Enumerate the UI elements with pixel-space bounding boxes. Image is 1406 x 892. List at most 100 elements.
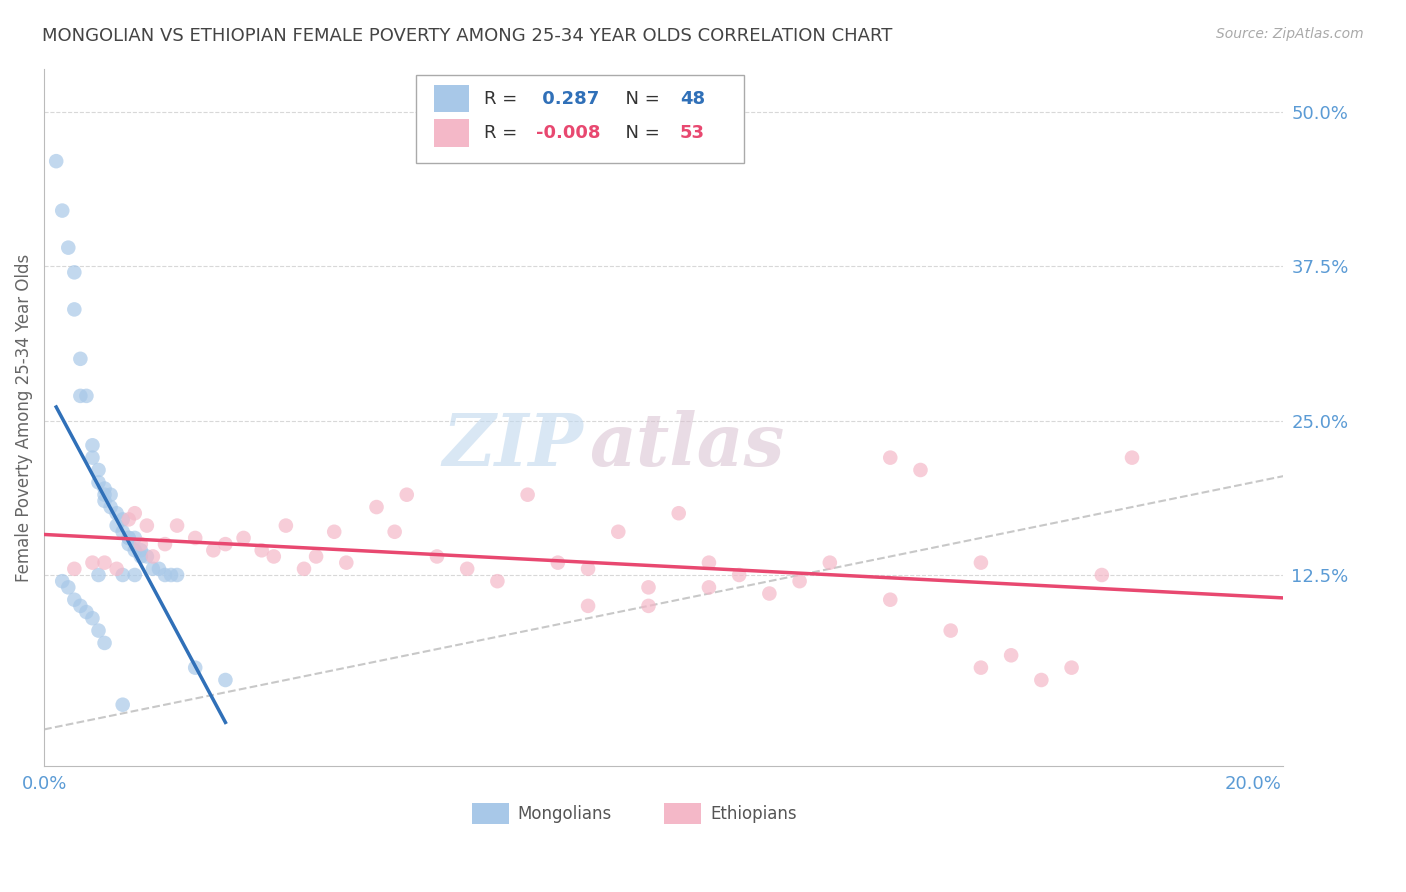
Point [105, 562, 128, 576]
Point [818, 556, 841, 570]
Point [69, 389, 91, 403]
Point [292, 562, 315, 576]
Point [93, 482, 115, 496]
Point [87, 568, 110, 582]
Point [879, 450, 901, 465]
Point [129, 537, 152, 551]
Bar [434, 85, 470, 112]
Point [1091, 568, 1114, 582]
Point [305, 549, 328, 564]
Point [129, 543, 152, 558]
Text: 48: 48 [679, 89, 704, 108]
Point [111, 698, 134, 712]
Point [547, 556, 569, 570]
Point [166, 518, 188, 533]
Point [516, 488, 538, 502]
Text: Ethiopians: Ethiopians [710, 805, 797, 823]
Point [939, 624, 962, 638]
Text: R =: R = [484, 89, 523, 108]
Point [879, 592, 901, 607]
Point [184, 531, 207, 545]
Point [789, 574, 811, 589]
Point [697, 580, 720, 594]
Point [637, 580, 659, 594]
Text: N =: N = [614, 124, 665, 143]
Text: 53: 53 [679, 124, 704, 143]
Point [105, 518, 128, 533]
Point [82, 611, 104, 625]
Point [576, 599, 599, 613]
Point [426, 549, 449, 564]
Text: Mongolians: Mongolians [517, 805, 612, 823]
Text: R =: R = [484, 124, 523, 143]
Point [75, 389, 97, 403]
Point [58, 241, 80, 255]
Point [728, 568, 751, 582]
Point [456, 562, 478, 576]
Point [124, 506, 146, 520]
Point [129, 549, 152, 564]
Point [274, 518, 297, 533]
Point [45, 154, 67, 169]
Point [184, 660, 207, 674]
Point [1121, 450, 1143, 465]
Point [1031, 673, 1053, 687]
Point [910, 463, 932, 477]
Point [166, 568, 188, 582]
Point [58, 580, 80, 594]
Point [118, 512, 141, 526]
Point [668, 506, 690, 520]
Point [153, 568, 176, 582]
Y-axis label: Female Poverty Among 25-34 Year Olds: Female Poverty Among 25-34 Year Olds [15, 253, 32, 582]
Point [82, 556, 104, 570]
Point [82, 438, 104, 452]
Point [63, 592, 86, 607]
Point [111, 512, 134, 526]
Point [93, 494, 115, 508]
Point [87, 475, 110, 490]
Point [111, 524, 134, 539]
Point [100, 488, 122, 502]
Point [576, 562, 599, 576]
Point [63, 562, 86, 576]
Point [124, 568, 146, 582]
Point [142, 562, 165, 576]
Point [51, 203, 73, 218]
Point [118, 531, 141, 545]
Point [1060, 660, 1083, 674]
Point [51, 574, 73, 589]
Point [111, 568, 134, 582]
Point [335, 556, 357, 570]
Point [1000, 648, 1022, 663]
Text: atlas: atlas [589, 410, 785, 481]
Point [118, 537, 141, 551]
Bar [471, 804, 509, 824]
Point [93, 636, 115, 650]
Point [758, 586, 780, 600]
Point [970, 556, 993, 570]
Point [263, 549, 285, 564]
Point [323, 524, 346, 539]
Point [637, 599, 659, 613]
Point [232, 531, 254, 545]
Point [153, 537, 176, 551]
Point [970, 660, 993, 674]
Text: N =: N = [614, 89, 665, 108]
Point [87, 624, 110, 638]
Point [87, 463, 110, 477]
Point [148, 562, 170, 576]
Point [135, 549, 157, 564]
FancyBboxPatch shape [416, 76, 744, 162]
Point [124, 543, 146, 558]
Text: Source: ZipAtlas.com: Source: ZipAtlas.com [1216, 27, 1364, 41]
Point [607, 524, 630, 539]
Point [93, 556, 115, 570]
Point [63, 302, 86, 317]
Point [214, 537, 236, 551]
Point [100, 500, 122, 514]
Point [105, 506, 128, 520]
Bar [664, 804, 700, 824]
Point [366, 500, 388, 514]
Text: -0.008: -0.008 [536, 124, 600, 143]
Point [93, 488, 115, 502]
